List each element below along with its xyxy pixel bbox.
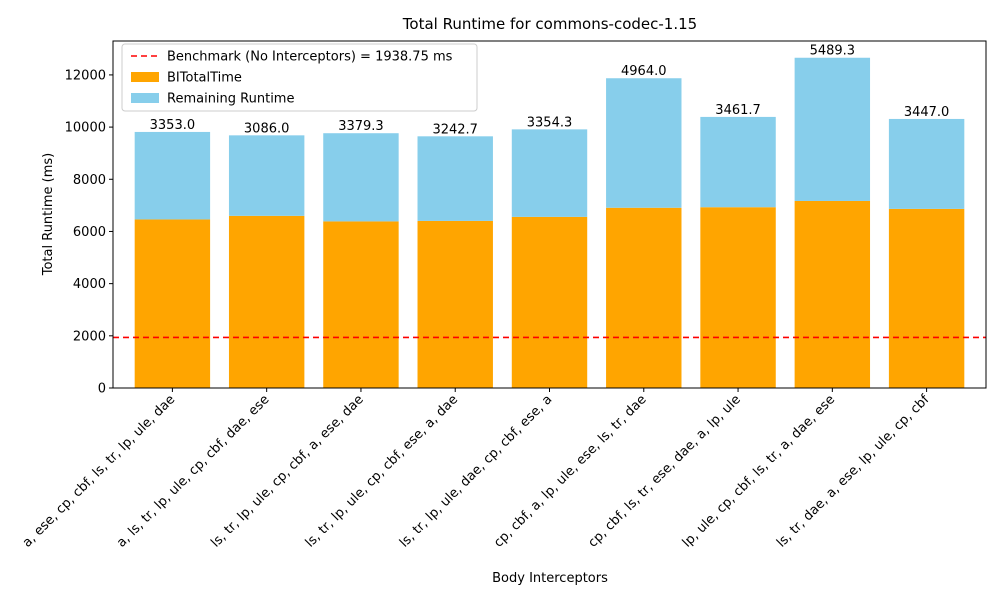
legend-remaining-runtime-swatch	[131, 93, 159, 103]
x-tick-label: ls, tr, lp, ule, dae, cp, cbf, ese, a	[397, 392, 555, 550]
bar-bitotaltime	[700, 207, 776, 388]
x-tick-label: cp, cbf, ls, tr, ese, dae, a, lp, ule	[586, 392, 744, 550]
data-label-remaining-runtime: 3354.3	[527, 115, 573, 130]
data-label-remaining-runtime: 3461.7	[715, 103, 761, 118]
x-tick-label: ls, tr, lp, ule, cp, cbf, a, ese, dae	[208, 392, 366, 550]
x-tick-label: ls, tr, dae, a, ese, lp, ule, cp, cbf	[774, 392, 933, 551]
bar-remaining-runtime	[511, 129, 588, 217]
bar-remaining-runtime	[794, 57, 871, 201]
bar-bitotaltime	[606, 207, 682, 388]
bar-bitotaltime	[417, 220, 493, 388]
legend-bitotaltime-swatch	[131, 72, 159, 82]
bar-bitotaltime	[888, 208, 965, 388]
bar-bitotaltime	[511, 216, 588, 388]
bar-remaining-runtime	[700, 116, 776, 208]
bar-bitotaltime	[323, 221, 399, 388]
bar-remaining-runtime	[888, 118, 965, 209]
y-tick-label: 10000	[65, 121, 106, 136]
bar-bitotaltime	[228, 215, 305, 388]
bar-bitotaltime	[794, 200, 871, 388]
data-label-remaining-runtime: 3379.3	[338, 119, 384, 134]
bar-remaining-runtime	[606, 78, 682, 208]
y-tick-label: 8000	[73, 173, 106, 188]
bar-remaining-runtime	[323, 133, 399, 222]
bar-remaining-runtime	[134, 131, 211, 220]
legend-remaining-runtime-label: Remaining Runtime	[167, 92, 294, 107]
y-tick-label: 12000	[65, 68, 106, 83]
data-label-remaining-runtime: 3353.0	[150, 118, 196, 133]
legend-bitotaltime-label: BITotalTime	[167, 71, 242, 86]
legend-benchmark-label: Benchmark (No Interceptors) = 1938.75 ms	[167, 50, 453, 65]
x-tick-label: cp, cbf, a, lp, ule, ese, ls, tr, dae	[491, 392, 649, 550]
y-tick-label: 2000	[73, 329, 106, 344]
legend-box	[121, 43, 478, 112]
x-tick-label: lp, ule, cp, cbf, ls, tr, a, dae, ese	[680, 392, 838, 550]
x-tick-label: ls, tr, lp, ule, cp, cbf, ese, a, dae	[303, 392, 461, 550]
x-tick-label: a, ls, tr, lp, ule, cp, cbf, dae, ese	[114, 392, 272, 550]
data-label-remaining-runtime: 3447.0	[904, 105, 950, 120]
data-label-remaining-runtime: 3086.0	[244, 121, 290, 136]
bar-remaining-runtime	[417, 136, 493, 221]
legend: Benchmark (No Interceptors) = 1938.75 ms…	[121, 43, 478, 112]
bar-bitotaltime	[134, 219, 211, 388]
x-tick-label: a, ese, cp, cbf, ls, tr, lp, ule, dae	[20, 392, 178, 550]
y-tick-label: 0	[98, 382, 106, 397]
y-axis-label: Total Runtime (ms)	[41, 153, 56, 277]
data-label-remaining-runtime: 4964.0	[621, 64, 667, 79]
y-tick-label: 4000	[73, 277, 106, 292]
data-label-remaining-runtime: 3242.7	[432, 122, 478, 137]
y-tick-label: 6000	[73, 225, 106, 240]
data-label-remaining-runtime: 5489.3	[810, 44, 856, 59]
plot-area: 6461.06598.06386.06404.06558.76908.76928…	[20, 40, 987, 551]
bar-remaining-runtime	[228, 135, 305, 216]
x-axis-label: Body Interceptors	[492, 571, 608, 586]
chart-title: Total Runtime for commons-codec-1.15	[402, 15, 697, 33]
